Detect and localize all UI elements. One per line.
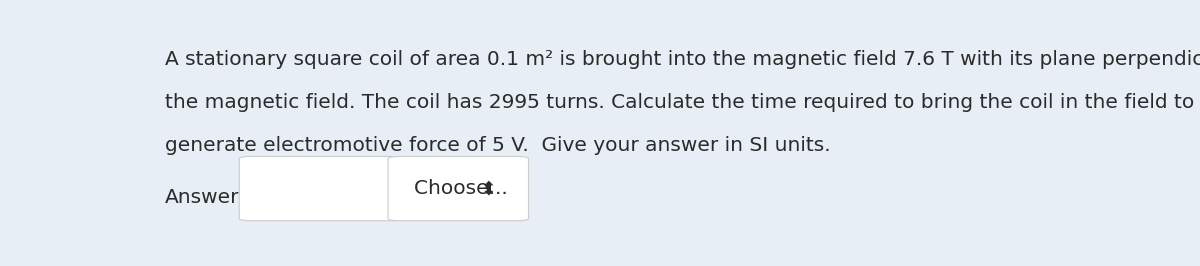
Text: ⬍: ⬍: [481, 179, 497, 198]
Text: Choose...: Choose...: [414, 179, 521, 198]
Text: A stationary square coil of area 0.1 m² is brought into the magnetic field 7.6 T: A stationary square coil of area 0.1 m² …: [164, 50, 1200, 69]
Text: Answer:: Answer:: [164, 188, 246, 207]
Text: the magnetic field. The coil has 2995 turns. Calculate the time required to brin: the magnetic field. The coil has 2995 tu…: [164, 93, 1194, 112]
FancyBboxPatch shape: [388, 156, 528, 221]
FancyBboxPatch shape: [239, 156, 401, 221]
Text: generate electromotive force of 5 V.  Give your answer in SI units.: generate electromotive force of 5 V. Giv…: [164, 136, 830, 155]
